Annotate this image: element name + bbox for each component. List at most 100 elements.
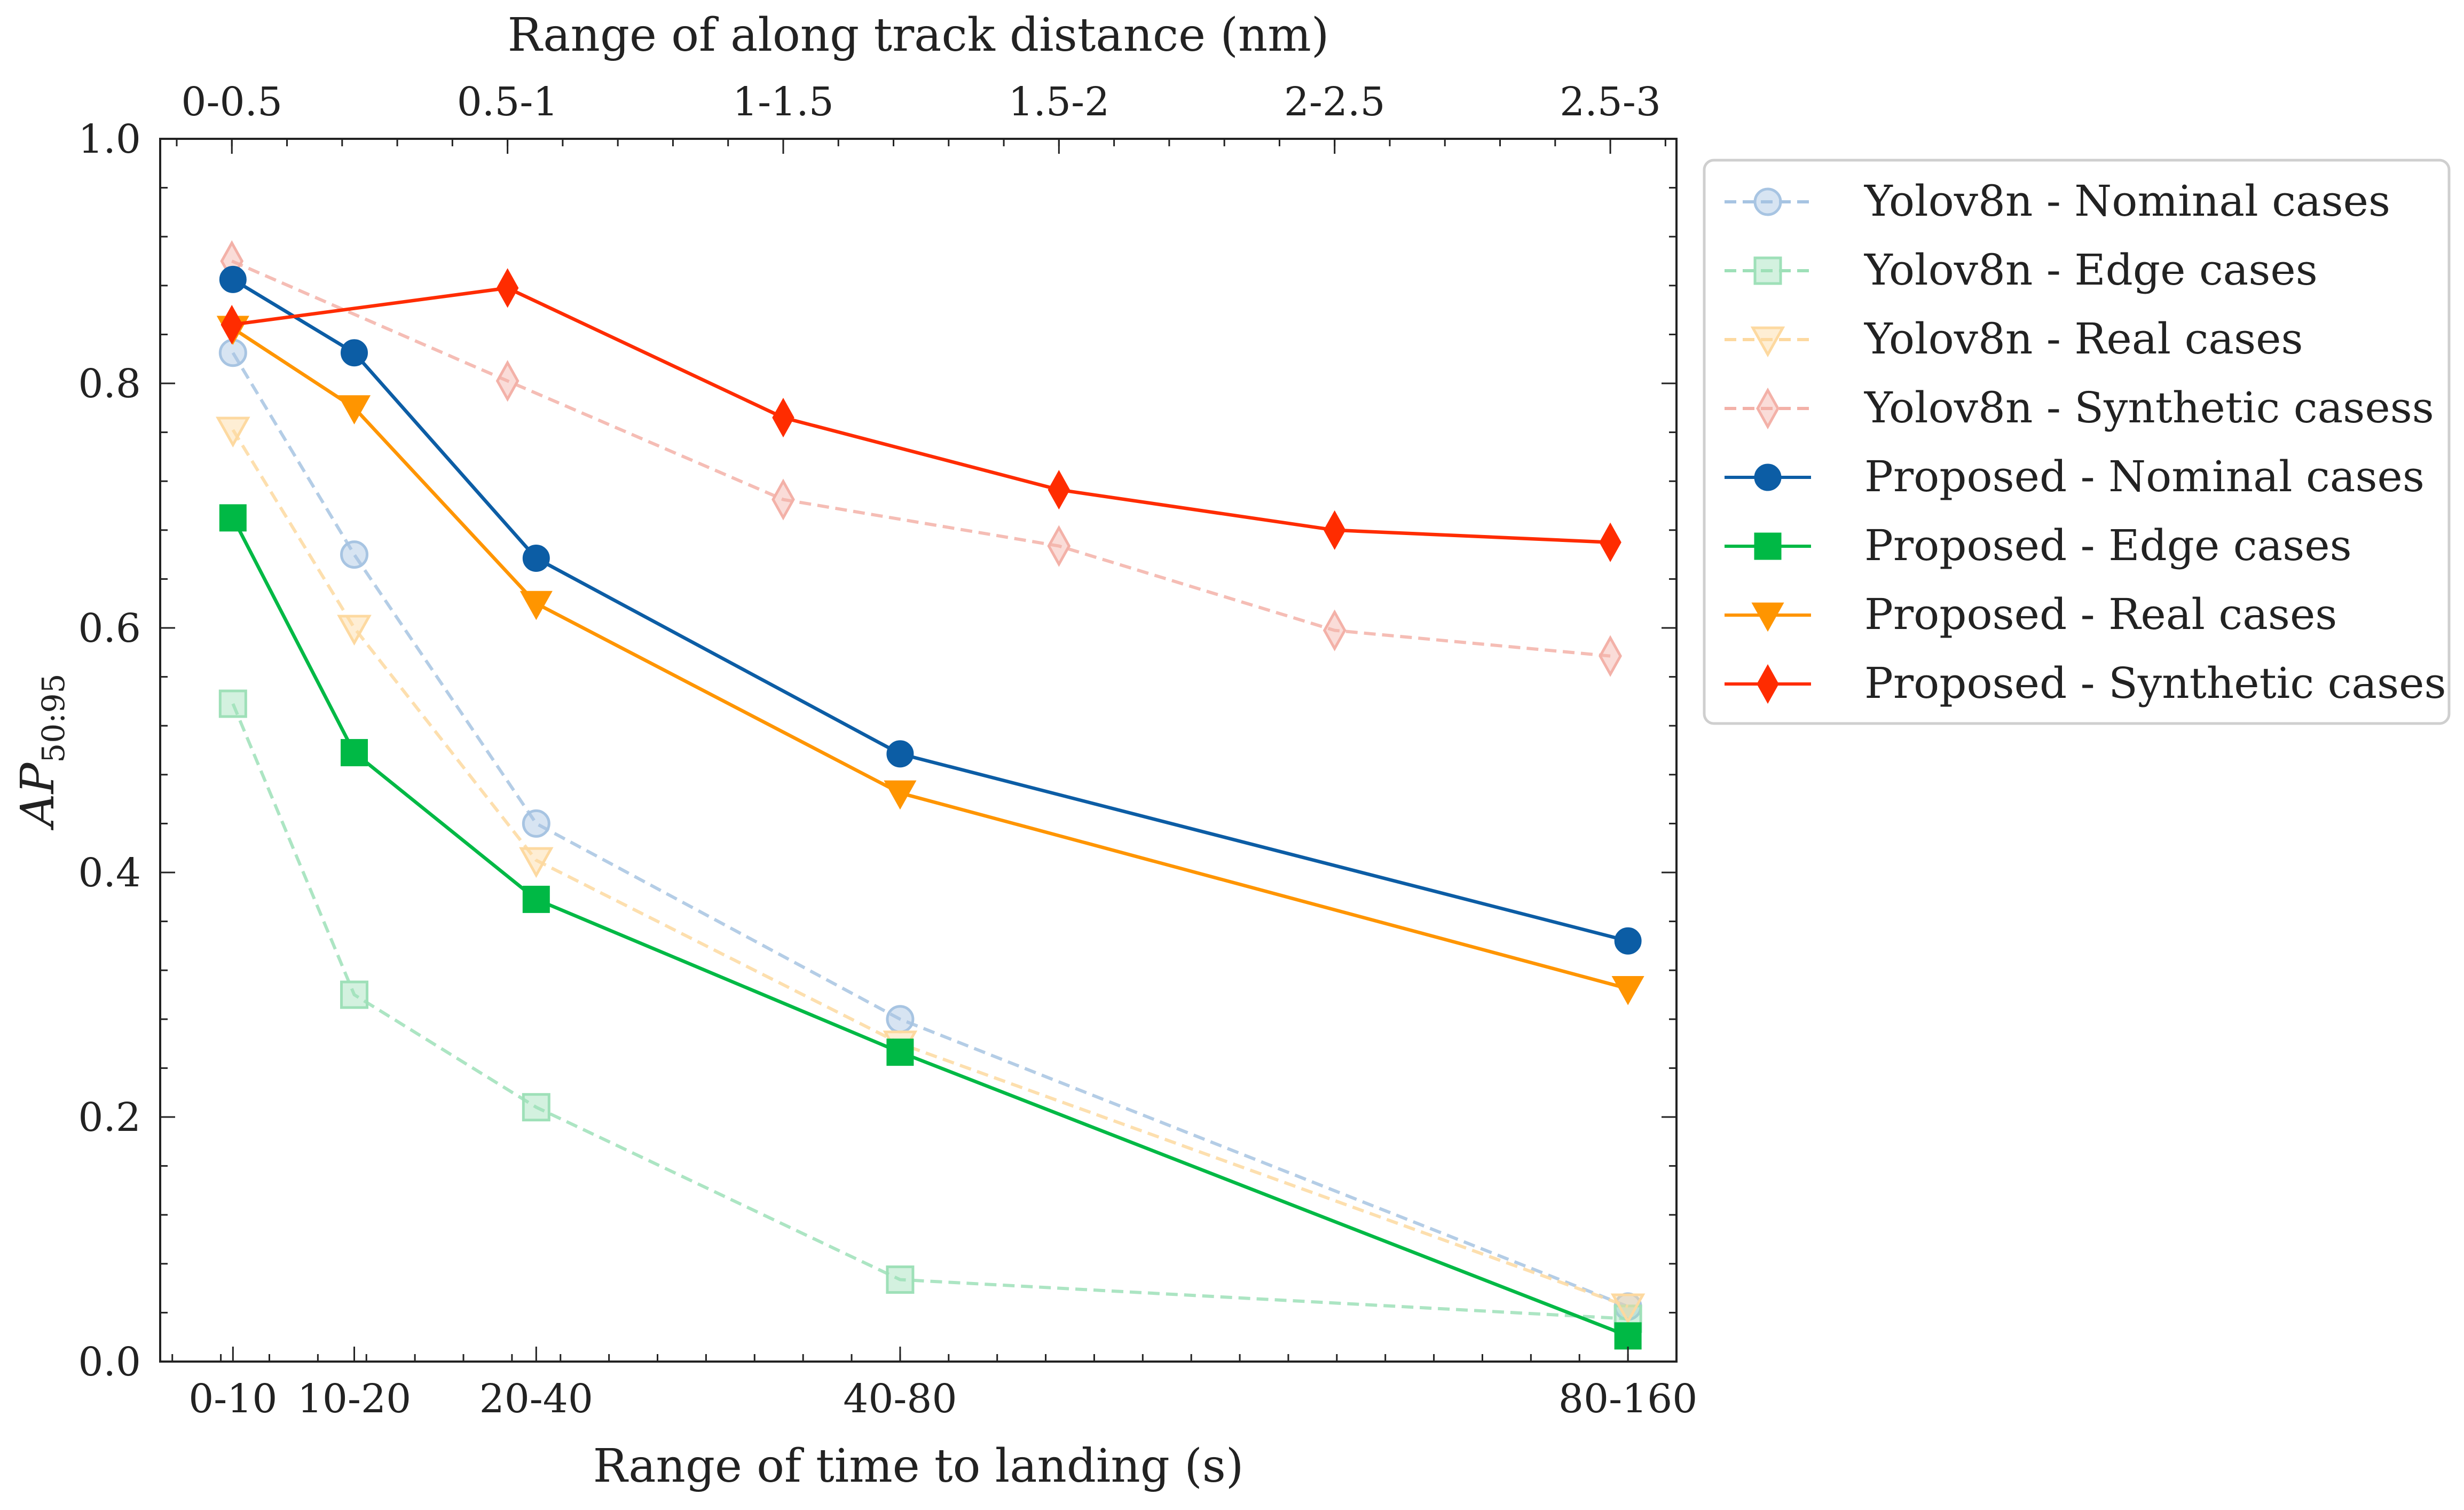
y-tick-label: 0.2 [78,1095,141,1141]
series-7-point-1 [496,268,519,308]
series-line-6 [232,327,1628,990]
legend-label: Proposed - Edge cases [1864,521,2352,570]
legend-label: Yolov8n - Synthetic casess [1864,383,2434,432]
series-2-point-4 [1610,1293,1646,1325]
series-line-7 [231,286,1611,544]
series-0-point-3 [886,1005,915,1034]
series-6 [216,316,1644,1005]
legend-item-1: Yolov8n - Edge cases [1725,245,2318,295]
y-tick-label: 0.4 [78,850,141,896]
legend-swatch-marker [1751,602,1784,632]
series-1-point-3 [886,1265,915,1294]
legend: Yolov8n - Nominal cases Yolov8n - Edge ca… [1703,159,2451,725]
legend-swatch-marker [1756,387,1780,430]
series-7 [221,268,1621,562]
x-axis-title: Range of time to landing (s) [593,1440,1244,1493]
series-4-point-3 [886,740,914,768]
legend-swatch-marker [1753,256,1782,285]
series-3-point-3 [1047,525,1071,567]
legend-label: Yolov8n - Edge cases [1864,245,2318,295]
y-axis-title-subscript: 50:95 [35,673,72,762]
y-axis-title: AP50:95 [11,673,72,830]
legend-item-5: Proposed - Edge cases [1725,521,2352,570]
series-2-point-1 [337,615,372,646]
y-tick-label: 0.0 [78,1339,141,1385]
series-7-point-2 [772,398,794,438]
series-4-point-0 [219,265,247,293]
series-line-0 [231,352,1629,1308]
legend-item-4: Proposed - Nominal cases [1725,452,2424,501]
series-1-point-1 [340,980,369,1009]
series-line-1 [231,703,1628,1320]
legend-label: Yolov8n - Real cases [1864,314,2303,364]
series-5-point-0 [219,504,247,532]
y-tick-label: 1.0 [78,116,141,162]
x-tick-label: 80-160 [1558,1376,1697,1422]
legend-box [1703,159,2451,725]
series-6-point-1 [337,395,371,424]
series-4-point-2 [522,544,550,572]
series-4-point-1 [341,339,368,367]
series-3 [220,240,1622,677]
plot-frame [159,138,1678,1363]
series-1 [218,689,1642,1333]
legend-item-0: Yolov8n - Nominal cases [1725,176,2390,226]
series-3-point-1 [495,360,519,402]
series-0-point-1 [340,540,369,569]
legend-swatch-marker [1750,326,1785,358]
legend-item-3: Yolov8n - Synthetic casess [1725,383,2434,432]
legend-swatch-marker [1754,463,1782,491]
legend-label: Proposed - Synthetic cases [1864,658,2446,708]
series-2-point-0 [216,416,250,448]
legend-label: Yolov8n - Nominal cases [1864,176,2390,226]
series-4 [219,265,1642,955]
top-tick-label: 1.5-2 [1008,79,1109,125]
x-tick-label: 20-40 [479,1376,593,1422]
legend-label: Proposed - Real cases [1864,589,2337,639]
series-6-point-2 [519,591,553,620]
series-3-point-4 [1322,609,1347,651]
series-line-2 [231,429,1629,1308]
top-tick-label: 2-2.5 [1284,79,1385,125]
y-axis-title-main: AP [11,761,65,830]
series-7-point-5 [1599,522,1621,562]
top-tick-label: 1-1.5 [733,79,834,125]
series-5 [219,504,1642,1350]
series-5-point-1 [341,739,368,767]
x-tick-label: 40-80 [843,1376,957,1422]
series-line-3 [231,259,1611,658]
series-7-point-0 [221,305,243,345]
legend-item-2: Yolov8n - Real cases [1725,314,2303,364]
axes: 0.0 0.2 0.4 0.6 0.8 1.0 0-10 10-20 20-40 40-80 80-… [11,9,1697,1493]
plot-area [216,240,1646,1350]
y-tick-label: 0.6 [78,605,141,651]
top-tick-label: 0.5-1 [457,79,558,125]
series-2 [216,416,1646,1325]
series-2-point-2 [519,847,554,878]
legend-item-7: Proposed - Synthetic cases [1725,658,2446,708]
series-1-point-0 [218,689,247,718]
series-6-point-3 [884,780,917,810]
legend-swatch-marker [1757,664,1779,704]
legend-item-6: Proposed - Real cases [1725,589,2337,639]
top-tick-label: 2.5-3 [1560,79,1661,125]
legend-swatch-marker [1754,532,1782,560]
series-5-point-3 [886,1039,914,1066]
series-3-point-2 [772,478,795,521]
series-4-point-4 [1614,927,1642,955]
x-tick-label: 10-20 [297,1376,411,1422]
series-line-5 [231,517,1629,1338]
top-tick-label: 0-0.5 [181,79,282,125]
series-5-point-4 [1614,1322,1642,1350]
legend-label: Proposed - Nominal cases [1864,452,2424,501]
series-5-point-2 [522,885,550,913]
series-1-point-2 [522,1093,550,1122]
series-0-point-2 [522,809,550,838]
legend-swatch-marker [1753,187,1782,216]
series-0 [218,339,1642,1321]
top-axis-title: Range of along track distance (nm) [508,9,1329,62]
series-6-point-4 [1611,976,1644,1005]
series-line-4 [232,278,1628,943]
